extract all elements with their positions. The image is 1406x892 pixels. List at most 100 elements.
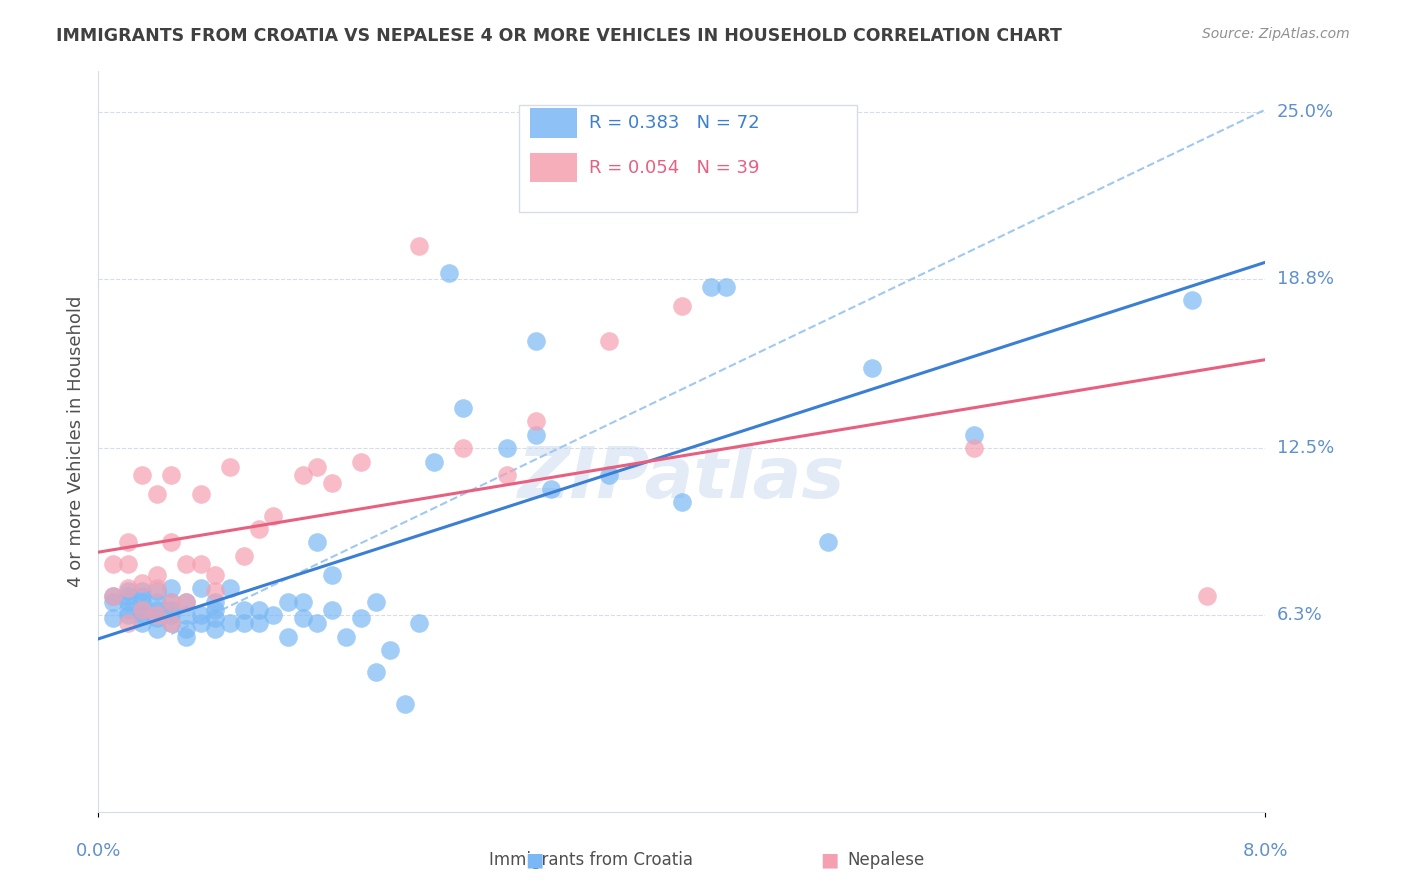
Point bbox=[190, 616, 212, 631]
Point bbox=[598, 468, 620, 483]
Point bbox=[117, 584, 139, 599]
Point bbox=[117, 616, 139, 631]
Point bbox=[321, 603, 343, 617]
Point bbox=[101, 590, 124, 604]
Point bbox=[1197, 590, 1219, 604]
Point bbox=[350, 611, 373, 625]
Point bbox=[101, 557, 124, 571]
Point bbox=[117, 581, 139, 595]
Point bbox=[962, 442, 984, 456]
Point bbox=[700, 279, 723, 293]
Point bbox=[247, 616, 270, 631]
Point bbox=[423, 455, 446, 469]
Point bbox=[218, 616, 240, 631]
Point bbox=[524, 427, 547, 442]
Point bbox=[671, 299, 693, 313]
Point bbox=[146, 581, 169, 595]
Text: 18.8%: 18.8% bbox=[1277, 269, 1333, 287]
Point bbox=[204, 595, 226, 609]
Point bbox=[380, 643, 402, 657]
Point bbox=[247, 522, 270, 536]
Point bbox=[131, 608, 153, 623]
Point bbox=[451, 442, 474, 456]
Point bbox=[131, 595, 153, 609]
Point bbox=[540, 482, 562, 496]
Text: R = 0.383   N = 72: R = 0.383 N = 72 bbox=[589, 114, 759, 132]
Point bbox=[190, 557, 212, 571]
Point bbox=[247, 603, 270, 617]
Point bbox=[817, 535, 839, 549]
Point bbox=[364, 665, 387, 679]
Point bbox=[291, 468, 314, 483]
Point bbox=[262, 608, 284, 623]
Point bbox=[131, 590, 153, 604]
Point bbox=[131, 603, 153, 617]
Point bbox=[117, 557, 139, 571]
Point bbox=[146, 611, 169, 625]
Point bbox=[101, 590, 124, 604]
Text: Nepalese: Nepalese bbox=[848, 851, 924, 869]
Point bbox=[335, 630, 357, 644]
Point bbox=[160, 595, 183, 609]
Point bbox=[437, 266, 460, 280]
Point bbox=[117, 603, 139, 617]
Point bbox=[146, 567, 169, 582]
Point bbox=[190, 487, 212, 501]
Text: 6.3%: 6.3% bbox=[1277, 607, 1322, 624]
Point bbox=[160, 535, 183, 549]
Point bbox=[117, 535, 139, 549]
Point bbox=[190, 581, 212, 595]
Point bbox=[146, 622, 169, 636]
Text: 25.0%: 25.0% bbox=[1277, 103, 1334, 120]
Point bbox=[101, 595, 124, 609]
Point bbox=[524, 414, 547, 428]
Point bbox=[190, 608, 212, 623]
Point bbox=[160, 603, 183, 617]
Point bbox=[321, 476, 343, 491]
Text: R = 0.054   N = 39: R = 0.054 N = 39 bbox=[589, 159, 759, 177]
Point bbox=[204, 611, 226, 625]
Point bbox=[233, 549, 256, 563]
Point bbox=[160, 595, 183, 609]
Point bbox=[350, 455, 373, 469]
Point bbox=[174, 622, 197, 636]
Point bbox=[1181, 293, 1204, 308]
Point bbox=[117, 595, 139, 609]
Point bbox=[146, 595, 169, 609]
Point bbox=[321, 567, 343, 582]
Point bbox=[131, 468, 153, 483]
Text: 8.0%: 8.0% bbox=[1243, 842, 1288, 860]
Text: ■: ■ bbox=[524, 850, 544, 869]
Point bbox=[204, 603, 226, 617]
Text: IMMIGRANTS FROM CROATIA VS NEPALESE 4 OR MORE VEHICLES IN HOUSEHOLD CORRELATION : IMMIGRANTS FROM CROATIA VS NEPALESE 4 OR… bbox=[56, 27, 1062, 45]
Point bbox=[262, 508, 284, 523]
Point bbox=[160, 608, 183, 623]
Point bbox=[307, 460, 329, 475]
Point bbox=[307, 535, 329, 549]
Point bbox=[131, 575, 153, 590]
Point bbox=[101, 611, 124, 625]
Point bbox=[218, 460, 240, 475]
Point bbox=[131, 616, 153, 631]
Point bbox=[174, 595, 197, 609]
Point bbox=[174, 608, 197, 623]
Point bbox=[117, 608, 139, 623]
FancyBboxPatch shape bbox=[519, 104, 856, 212]
Text: Source: ZipAtlas.com: Source: ZipAtlas.com bbox=[1202, 27, 1350, 41]
Point bbox=[146, 608, 169, 623]
FancyBboxPatch shape bbox=[530, 153, 576, 183]
Point bbox=[496, 442, 519, 456]
Point bbox=[714, 279, 737, 293]
Text: Immigrants from Croatia: Immigrants from Croatia bbox=[488, 851, 693, 869]
Point bbox=[204, 584, 226, 599]
Point bbox=[277, 595, 299, 609]
Point bbox=[291, 611, 314, 625]
Point bbox=[408, 616, 430, 631]
Point bbox=[394, 697, 416, 711]
Point bbox=[174, 630, 197, 644]
Point bbox=[146, 584, 169, 599]
Point bbox=[233, 616, 256, 631]
Point bbox=[962, 427, 984, 442]
Point bbox=[218, 581, 240, 595]
Point bbox=[451, 401, 474, 415]
